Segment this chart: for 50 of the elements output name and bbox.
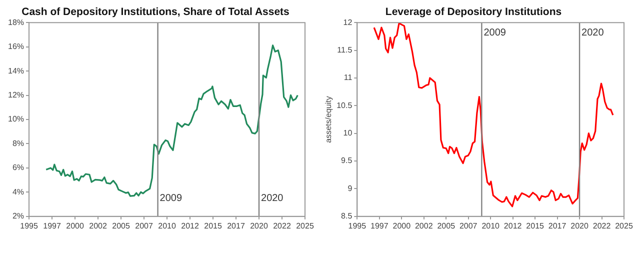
y-tick-label: 2% — [12, 212, 24, 221]
y-tick-label: 11 — [344, 73, 353, 82]
x-tick-label: 2017 — [227, 221, 246, 230]
y-tick-label: 8% — [12, 138, 24, 148]
y-tick-label: 9 — [348, 184, 353, 193]
x-tick-label: 2002 — [414, 221, 434, 230]
x-tick-label: 2000 — [392, 221, 412, 230]
x-tick-label: 2000 — [66, 221, 84, 230]
x-tick-label: 1997 — [370, 221, 389, 230]
y-tick-label: 14% — [8, 66, 24, 76]
x-tick-label: 1995 — [348, 221, 367, 230]
y-tick-label: 10.5 — [336, 100, 353, 110]
chart-title: Leverage of Depository Institutions — [385, 6, 562, 18]
x-tick-label: 2005 — [437, 221, 456, 230]
y-tick-label: 18% — [8, 18, 24, 27]
ref-line-label: 2009 — [484, 27, 506, 38]
y-tick-label: 8.5 — [341, 212, 353, 221]
x-tick-label: 2010 — [482, 221, 500, 230]
x-tick-label: 1995 — [20, 221, 38, 230]
x-tick-label: 2022 — [592, 221, 612, 230]
y-tick-label: 4% — [12, 187, 24, 196]
x-tick-label: 2015 — [526, 221, 545, 230]
x-tick-label: 2012 — [504, 221, 522, 230]
y-tick-label: 10 — [343, 128, 353, 138]
ref-line-label: 2020 — [261, 193, 284, 204]
y-tick-label: 9.5 — [341, 156, 353, 166]
ref-line-label: 2009 — [160, 193, 182, 204]
x-tick-label: 2025 — [296, 221, 314, 230]
x-tick-label: 2020 — [250, 221, 268, 230]
x-tick-label: 2005 — [112, 221, 130, 230]
y-tick-label: 6% — [12, 163, 24, 172]
x-tick-label: 2015 — [204, 221, 222, 230]
x-tick-label: 2020 — [570, 221, 589, 230]
x-tick-label: 2025 — [615, 221, 634, 230]
y-tick-label: 12 — [343, 18, 353, 27]
y-tick-label: 10% — [8, 114, 24, 124]
y-axis-title: assets/equity — [324, 96, 334, 143]
x-tick-label: 2007 — [459, 221, 478, 230]
x-tick-label: 1997 — [43, 221, 62, 230]
chart-title: Cash of Depository Institutions, Share of Total Assets — [22, 6, 290, 18]
x-tick-label: 2017 — [548, 221, 567, 230]
x-tick-label: 2002 — [89, 221, 108, 230]
ref-line-label: 2020 — [582, 27, 604, 38]
y-tick-label: 12% — [8, 90, 24, 100]
y-tick-label: 11.5 — [337, 45, 353, 54]
x-tick-label: 2007 — [135, 221, 154, 230]
x-tick-label: 2010 — [158, 221, 176, 230]
x-tick-label: 2022 — [273, 221, 292, 230]
y-tick-label: 16% — [8, 42, 24, 52]
x-tick-label: 2012 — [181, 221, 200, 230]
